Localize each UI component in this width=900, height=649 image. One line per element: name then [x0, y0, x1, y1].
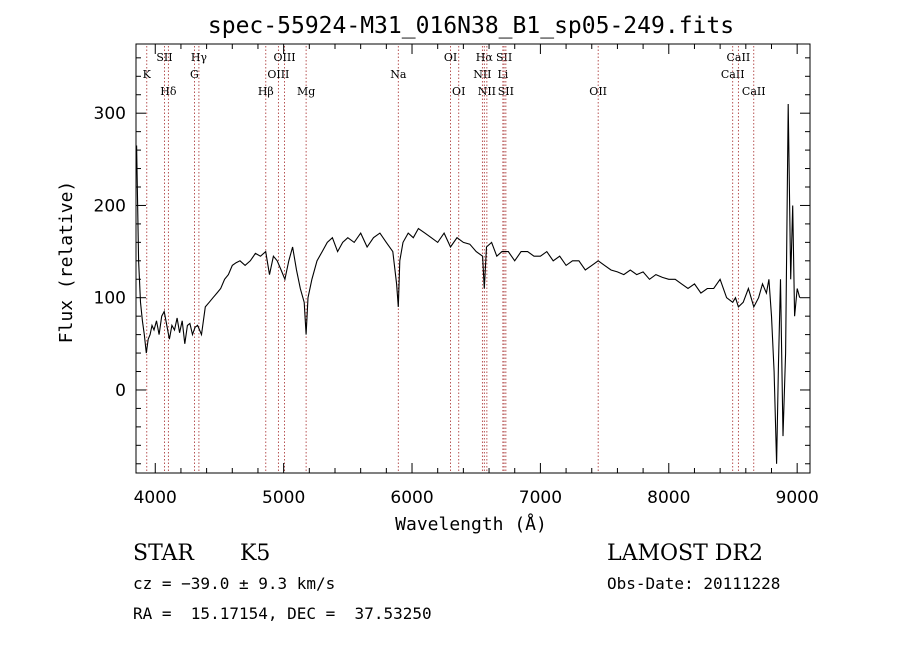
- spectral-line-label: CaII: [727, 51, 751, 64]
- observation-date: Obs-Date: 20111228: [607, 574, 780, 593]
- spectral-line-label: CaII: [721, 68, 745, 81]
- spectral-line-label: Hα: [476, 51, 494, 64]
- x-tick-label: 7000: [519, 488, 562, 508]
- plot-frame: [135, 43, 811, 474]
- spectral-line-label: K: [143, 68, 152, 81]
- spectral-line-label: OI: [444, 51, 457, 64]
- y-tick-label: 0: [115, 381, 126, 401]
- spectral-line-label: OII: [589, 85, 607, 98]
- y-tick-label: 300: [94, 104, 126, 124]
- x-tick-label: 4000: [134, 488, 177, 508]
- chart-title: spec-55924-M31_016N38_B1_sp05-249.fits: [208, 13, 734, 39]
- x-axis-ticks: 4000 5000 6000 7000 8000 9000: [134, 44, 819, 508]
- spectral-line-label: OIII: [267, 68, 289, 81]
- spectral-line-label: Li: [497, 68, 508, 81]
- spectral-line-label: SII: [156, 51, 172, 64]
- x-tick-label: 8000: [647, 488, 690, 508]
- spectral-line-label: Hβ: [258, 85, 274, 98]
- x-tick-label: 5000: [262, 488, 305, 508]
- spectral-line-label: CaII: [742, 85, 766, 98]
- spectral-line-label: G: [190, 68, 199, 81]
- y-axis-label: Flux (relative): [56, 181, 77, 344]
- object-class: STAR: [133, 541, 195, 566]
- spectral-line-label: OI: [452, 85, 465, 98]
- spectral-line-label: NII: [478, 85, 496, 98]
- y-tick-label: 100: [94, 289, 126, 309]
- object-subclass: K5: [240, 541, 270, 566]
- spectral-line-label: Hδ: [160, 85, 177, 98]
- x-axis-label: Wavelength (Å): [395, 513, 547, 535]
- spectral-line-label: OIII: [274, 51, 296, 64]
- spectral-line-label: NII: [473, 68, 491, 81]
- coordinates: RA = 15.17154, DEC = 37.53250: [133, 604, 432, 623]
- spectral-line-label: Mg: [297, 85, 315, 98]
- y-axis-ticks: 0 100 200 300: [94, 57, 810, 465]
- spectral-line-label: SII: [496, 51, 512, 64]
- survey-name: LAMOST DR2: [607, 541, 763, 566]
- y-tick-label: 200: [94, 196, 126, 216]
- redshift-velocity: cz = −39.0 ± 9.3 km/s: [133, 574, 335, 593]
- spectrum-line: [136, 103, 801, 464]
- x-tick-label: 6000: [390, 488, 433, 508]
- x-tick-label: 9000: [776, 488, 819, 508]
- spectral-line-label: SII: [498, 85, 514, 98]
- spectral-line-label: Hγ: [191, 51, 208, 64]
- spectral-line-markers: KSIIHδHγGHβOIIIOIIIMgNaOIOINIIHαNIILiSII…: [143, 46, 766, 472]
- spectral-line-label: Na: [390, 68, 407, 81]
